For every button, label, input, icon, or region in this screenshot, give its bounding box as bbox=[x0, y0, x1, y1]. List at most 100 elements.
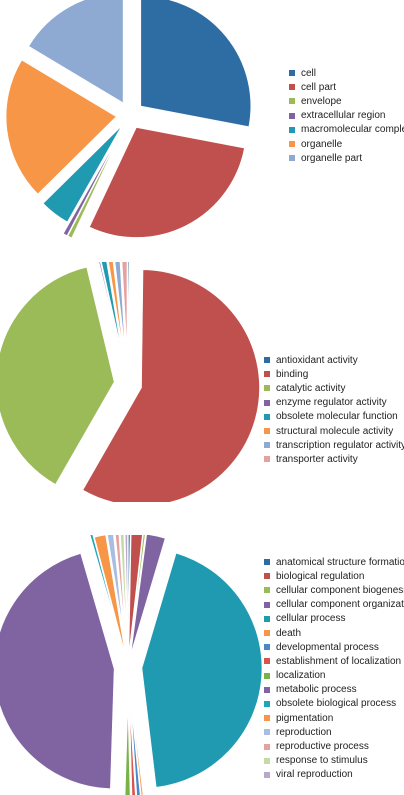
pie-slice-cell-part bbox=[89, 127, 245, 238]
legend-item-cellular-component-biogenesis: cellular component biogenesis bbox=[264, 583, 404, 597]
legend-label: establishment of localization bbox=[276, 655, 402, 667]
legend-item-antioxidant-activity: antioxidant activity bbox=[264, 353, 404, 367]
legend-label: macromolecular complex bbox=[301, 124, 404, 136]
legend-label: binding bbox=[276, 368, 309, 380]
chart-panel-1: cell cell part envelope extracellular regio… bbox=[0, 0, 404, 240]
legend-label: death bbox=[276, 627, 302, 639]
legend-label: antioxidant activity bbox=[276, 354, 358, 366]
legend-label: catalytic activity bbox=[276, 382, 346, 394]
legend-swatch bbox=[264, 771, 270, 778]
pie-slice-anatomical-structure-formation bbox=[128, 535, 131, 628]
pie-chart-2 bbox=[0, 262, 260, 502]
legend-item-transporter-activity: transporter activity bbox=[264, 452, 404, 466]
legend-swatch bbox=[264, 700, 270, 707]
legend-swatch bbox=[289, 98, 295, 105]
legend-swatch bbox=[264, 743, 270, 750]
pie-slice-establishment-of-localization bbox=[129, 706, 136, 795]
pie-slice-macromolecular-complex bbox=[42, 125, 122, 223]
chart-panel-3: anatomical structure formation biological… bbox=[0, 535, 404, 795]
legend-item-cell: cell bbox=[289, 66, 404, 80]
legend-label: envelope bbox=[301, 95, 342, 107]
legend-swatch bbox=[264, 729, 270, 736]
legend-1: cell cell part envelope extracellular regio… bbox=[289, 66, 404, 165]
pie-slice-reproduction bbox=[107, 535, 124, 628]
legend-label: anatomical structure formation bbox=[276, 556, 404, 568]
pie-slice-obsolete-biological-process bbox=[89, 535, 118, 629]
legend-item-transcription-regulator-activity: transcription regulator activity bbox=[264, 438, 404, 452]
legend-item-establishment-of-localization: establishment of localization bbox=[264, 654, 404, 668]
legend-item-response-to-stimulus: response to stimulus bbox=[264, 754, 404, 768]
legend-swatch bbox=[264, 371, 270, 378]
legend-item-metabolic-process: metabolic process bbox=[264, 683, 404, 697]
legend-item-organelle-part: organelle part bbox=[289, 151, 404, 165]
legend-label: pigmentation bbox=[276, 712, 334, 724]
legend-swatch bbox=[264, 715, 270, 722]
legend-label: metabolic process bbox=[276, 684, 357, 696]
legend-label: reproductive process bbox=[276, 741, 369, 753]
pie-slice-response-to-stimulus bbox=[120, 535, 127, 628]
pie-slice-transcription-regulator-activity bbox=[114, 262, 126, 349]
legend-swatch bbox=[264, 442, 270, 449]
legend-item-obsolete-biological-process: obsolete biological process bbox=[264, 697, 404, 711]
legend-item-cellular-component-organization: cellular component organization bbox=[264, 598, 404, 612]
legend-item-biological-regulation: biological regulation bbox=[264, 569, 404, 583]
pie-slice-envelope bbox=[67, 138, 119, 239]
pie-slice-catalytic-activity bbox=[0, 266, 115, 485]
legend-swatch bbox=[264, 686, 270, 693]
pie-slice-cell bbox=[140, 0, 252, 128]
legend-swatch bbox=[289, 112, 295, 119]
legend-item-catalytic-activity: catalytic activity bbox=[264, 381, 404, 395]
pie-slice-pigmentation bbox=[94, 535, 126, 654]
legend-swatch bbox=[289, 84, 295, 91]
legend-item-binding: binding bbox=[264, 367, 404, 381]
legend-swatch bbox=[264, 672, 270, 679]
legend-swatch bbox=[289, 126, 295, 133]
legend-label: cellular component organization bbox=[276, 599, 404, 611]
legend-swatch bbox=[264, 658, 270, 665]
pie-slice-structural-molecule-activity bbox=[108, 262, 124, 349]
pie-slice-binding bbox=[82, 269, 260, 502]
pie-slice-cellular-component-organization bbox=[130, 535, 166, 654]
pie-slice-death bbox=[132, 706, 144, 795]
legend-label: developmental process bbox=[276, 641, 379, 653]
legend-swatch bbox=[289, 155, 295, 162]
legend-item-death: death bbox=[264, 626, 404, 640]
legend-item-localization: localization bbox=[264, 669, 404, 683]
legend-item-enzyme-regulator-activity: enzyme regulator activity bbox=[264, 396, 404, 410]
legend-label: transporter activity bbox=[276, 453, 358, 465]
legend-item-anatomical-structure-formation: anatomical structure formation bbox=[264, 555, 404, 569]
legend-swatch bbox=[289, 141, 295, 148]
legend-swatch bbox=[289, 70, 295, 77]
legend-item-pigmentation: pigmentation bbox=[264, 711, 404, 725]
legend-label: enzyme regulator activity bbox=[276, 397, 387, 409]
pie-slice-viral-reproduction bbox=[124, 535, 128, 628]
legend-label: extracellular region bbox=[301, 110, 386, 122]
legend-swatch bbox=[264, 456, 270, 463]
legend-label: transcription regulator activity bbox=[276, 439, 404, 451]
legend-swatch bbox=[264, 428, 270, 435]
legend-item-macromolecular-complex: macromolecular complex bbox=[289, 123, 404, 137]
legend-label: biological regulation bbox=[276, 570, 365, 582]
pie-slice-metabolic-process bbox=[0, 553, 115, 790]
legend-swatch bbox=[264, 644, 270, 651]
legend-item-obsolete-molecular-function: obsolete molecular function bbox=[264, 410, 404, 424]
legend-label: cellular component biogenesis bbox=[276, 584, 404, 596]
legend-item-viral-reproduction: viral reproduction bbox=[264, 768, 404, 782]
pie-slice-organelle bbox=[5, 59, 117, 195]
legend-item-extracellular-region: extracellular region bbox=[289, 109, 404, 123]
legend-item-developmental-process: developmental process bbox=[264, 640, 404, 654]
pie-slice-reproductive-process bbox=[115, 535, 126, 628]
legend-label: viral reproduction bbox=[276, 769, 353, 781]
legend-swatch bbox=[264, 587, 270, 594]
pie-slice-developmental-process bbox=[130, 706, 141, 795]
pie-slice-obsolete-molecular-function bbox=[101, 262, 122, 349]
legend-swatch bbox=[264, 615, 270, 622]
legend-swatch bbox=[264, 413, 270, 420]
legend-swatch bbox=[264, 399, 270, 406]
legend-label: localization bbox=[276, 670, 326, 682]
legend-2: antioxidant activity binding catalytic act… bbox=[264, 353, 404, 467]
legend-item-organelle: organelle bbox=[289, 137, 404, 151]
legend-label: cell part bbox=[301, 81, 337, 93]
pie-slice-transporter-activity bbox=[121, 262, 128, 349]
legend-label: cellular process bbox=[276, 613, 346, 625]
